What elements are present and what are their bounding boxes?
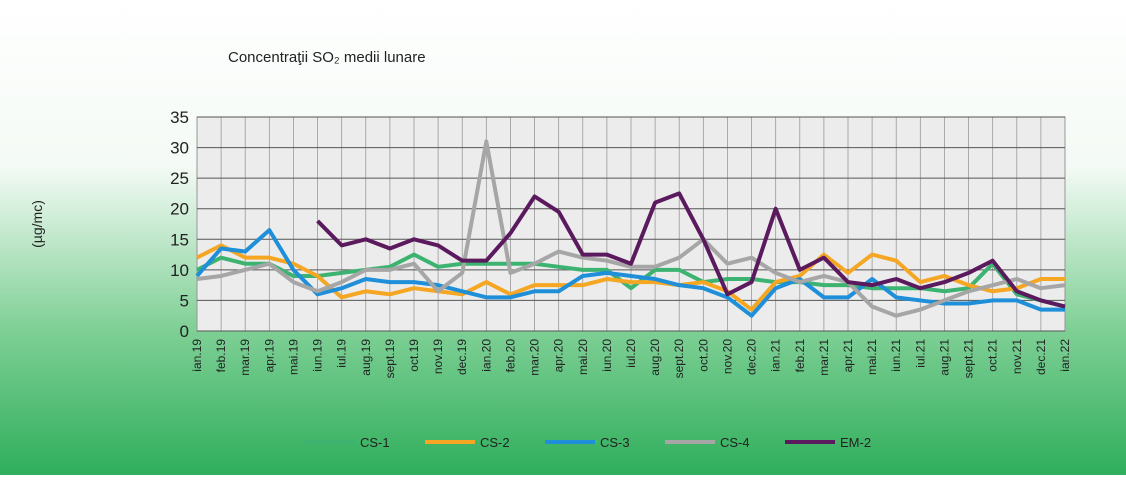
legend-label: EM-2	[840, 435, 871, 450]
y-axis-label: (µg/mc)	[29, 200, 45, 248]
x-tick-label: dec.21	[1034, 339, 1048, 375]
x-tick-label: iun.20	[600, 339, 614, 372]
grid	[196, 116, 1066, 332]
x-tick-label: sept.21	[962, 339, 976, 379]
x-tick-label: sept.19	[383, 339, 397, 379]
x-tick-label: nov.20	[720, 339, 734, 374]
x-tick-label: ian.20	[479, 339, 493, 372]
x-tick-label: aug.19	[359, 339, 373, 376]
chart-title: Concentraţii SO₂ medii lunare	[228, 49, 426, 66]
x-tick-label: oct.20	[696, 339, 710, 372]
y-tick-label: 5	[180, 291, 189, 310]
x-tick-label: nov.21	[1010, 339, 1024, 374]
x-tick-label: nov.19	[431, 339, 445, 374]
series-line	[196, 139, 1066, 318]
x-tick-label: aug.21	[937, 339, 951, 376]
series-line	[195, 228, 1065, 318]
legend-label: CS-1	[360, 435, 390, 450]
x-tick-label: feb.21	[793, 339, 807, 373]
legend: CS-1 CS-2 CS-3 CS-4 EM-2	[305, 435, 871, 450]
x-tick-label: apr.21	[841, 339, 855, 373]
x-tick-label: mar.20	[528, 339, 542, 376]
x-tick-label: oct.19	[407, 339, 421, 372]
x-tick-label: iun.19	[311, 339, 325, 372]
legend-label: CS-4	[720, 435, 750, 450]
x-tick-label: oct.21	[986, 339, 1000, 372]
x-tick-label: feb.19	[214, 339, 228, 373]
x-tick-label: feb.20	[503, 339, 517, 373]
x-tick-label: mar.19	[238, 339, 252, 376]
x-tick-label: sept.20	[672, 339, 686, 379]
x-tick-label: mar.21	[817, 339, 831, 376]
x-tick-label: ian.21	[769, 339, 783, 372]
legend-label: CS-3	[600, 435, 630, 450]
x-tick-label: mai.21	[865, 339, 879, 375]
lines	[195, 139, 1066, 318]
y-tick-label: 10	[170, 261, 189, 280]
x-tick-label: apr.20	[552, 339, 566, 373]
x-tick-label: dec.20	[745, 339, 759, 375]
x-tick-label: iul.19	[335, 339, 349, 368]
y-tick-label: 30	[170, 139, 189, 158]
y-tick-label: 35	[170, 108, 189, 127]
y-tick-label: 0	[180, 322, 189, 341]
y-tick-label: 15	[170, 230, 189, 249]
x-tick-label: apr.19	[262, 339, 276, 373]
x-tick-label: ian.22	[1058, 339, 1072, 372]
y-tick-label: 25	[170, 169, 189, 188]
y-tick-label: 20	[170, 200, 189, 219]
x-tick-label: mai.20	[576, 339, 590, 375]
x-tick-label: ian.19	[190, 339, 204, 372]
x-tick-label: aug.20	[648, 339, 662, 376]
series-line	[316, 191, 1066, 309]
x-tick-label: mai.19	[286, 339, 300, 375]
x-tick-label: iul.20	[624, 339, 638, 368]
legend-label: CS-2	[480, 435, 510, 450]
x-tick-label: iul.21	[913, 339, 927, 368]
series-line	[196, 243, 1065, 312]
x-tick-label: iun.21	[889, 339, 903, 372]
x-tick-label: dec.19	[455, 339, 469, 375]
